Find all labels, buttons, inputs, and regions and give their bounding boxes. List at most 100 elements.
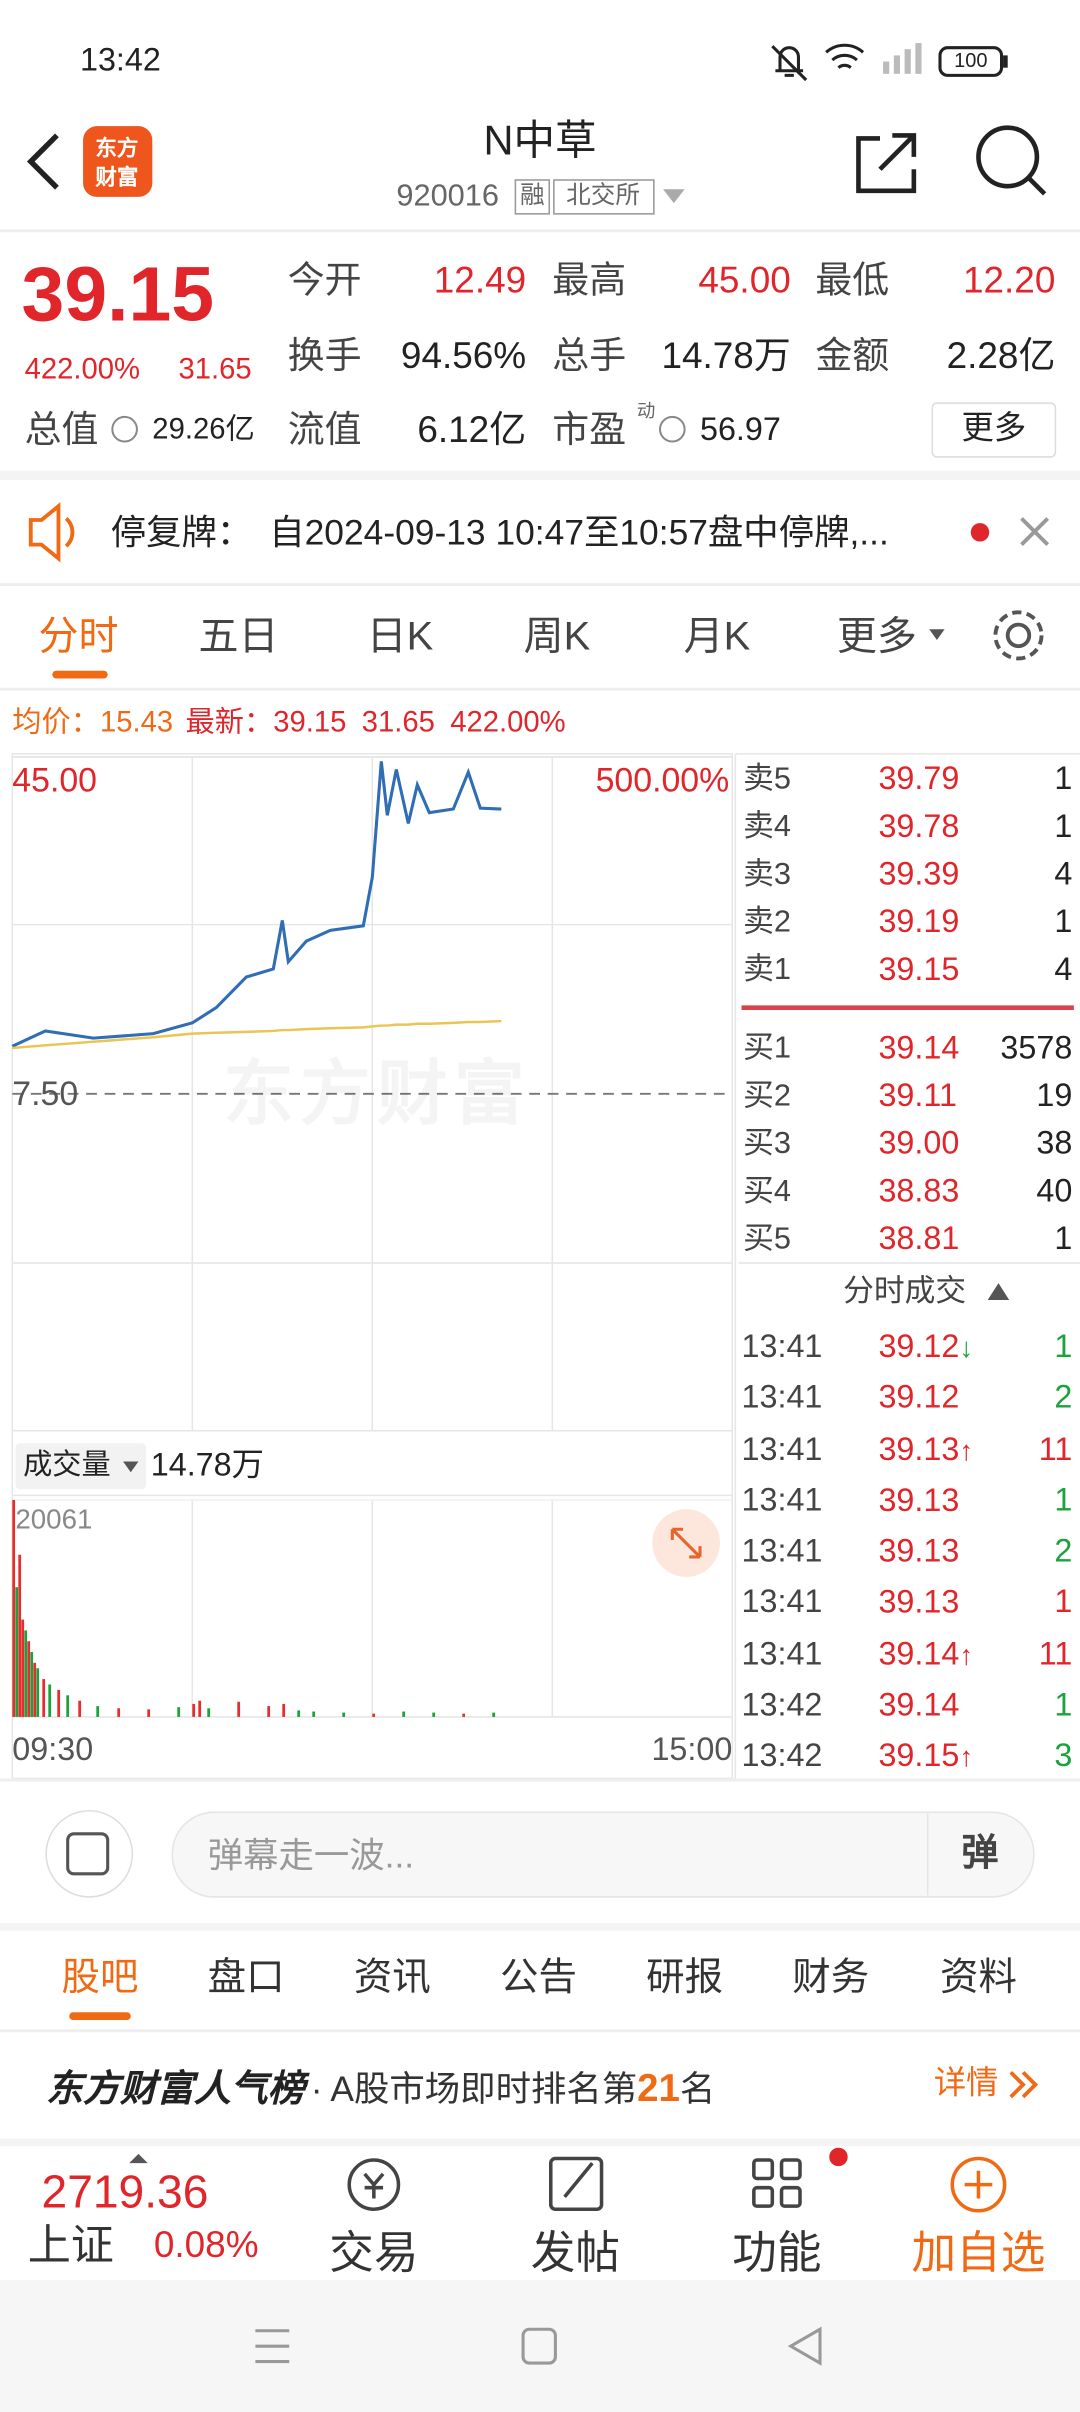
bottom-tab[interactable]: 公告	[499, 1956, 577, 2000]
bottom-tab[interactable]: 资讯	[353, 1956, 431, 2000]
ranking-link[interactable]: 详情	[933, 2066, 999, 2102]
book-label: 买5	[743, 1222, 791, 1257]
trade-price: 39.13	[878, 1534, 959, 1571]
dropdown[interactable]	[663, 189, 685, 204]
bottom-tab[interactable]: 研报	[646, 1956, 724, 2000]
volume-bar	[177, 1707, 181, 1717]
comment-input[interactable]	[171, 1811, 1035, 1898]
field-value: 94.56%	[400, 335, 527, 378]
volume-bar	[21, 1619, 25, 1717]
trade-time: 13:41	[741, 1533, 823, 1570]
field-value: 56.97	[700, 412, 781, 448]
logo-text: 财富	[95, 164, 139, 190]
chevron[interactable]	[1009, 2070, 1039, 2099]
volume-bar	[33, 1662, 37, 1717]
bottom-tab[interactable]: 资料	[939, 1956, 1017, 2000]
tab-underline	[52, 670, 108, 679]
trade-price-value: 39.13	[878, 1585, 960, 1621]
book-price: 39.15	[878, 952, 960, 988]
volume-bar	[282, 1703, 286, 1717]
trades-title[interactable]: 分时成交	[843, 1274, 967, 1309]
share-button[interactable]	[856, 133, 917, 194]
field-value: 2.28亿	[946, 335, 1056, 378]
tag: 北交所	[566, 182, 641, 209]
volume-bar	[24, 1630, 28, 1717]
tab[interactable]: 五日	[198, 612, 279, 659]
book-price: 39.19	[878, 904, 960, 940]
field-label: 今开	[287, 260, 362, 302]
book-price: 38.83	[878, 1173, 960, 1210]
volume-title: 成交量	[23, 1449, 111, 1482]
change-pct: 422.00%	[24, 353, 141, 387]
bottom-tab[interactable]: 股吧	[61, 1956, 139, 2000]
tab[interactable]: 周K	[523, 612, 591, 659]
stock-code: 920016	[396, 179, 500, 214]
volume-bar	[48, 1684, 52, 1717]
add-watch-icon[interactable]	[950, 2156, 1007, 2213]
close-button[interactable]	[1020, 517, 1050, 546]
volume-bar	[267, 1706, 271, 1717]
nav-item[interactable]: 发帖	[530, 2229, 621, 2279]
dropdown[interactable]	[929, 629, 945, 641]
volume-bar	[36, 1668, 40, 1717]
book-label: 卖1	[743, 953, 791, 987]
avg-price: 15.43	[100, 706, 174, 740]
trade-volume: 1	[1054, 1584, 1073, 1621]
volume-bar	[147, 1709, 151, 1717]
book-volume: 38	[1036, 1126, 1073, 1162]
nav-item[interactable]: 交易	[329, 2229, 419, 2279]
comment-placeholder[interactable]: 弹幕走一波...	[207, 1835, 415, 1876]
book-volume: 1	[1054, 1221, 1073, 1257]
dropdown[interactable]	[123, 1461, 139, 1473]
book-volume: 3578	[1000, 1030, 1073, 1067]
notice-dot	[970, 523, 990, 542]
trade-time: 13:42	[741, 1738, 823, 1774]
volume-bar	[66, 1695, 70, 1717]
danmaku-button[interactable]: 弹	[961, 1832, 999, 1875]
bottom-tab[interactable]: 财务	[792, 1956, 870, 2000]
volume-bar	[117, 1708, 121, 1717]
gap	[0, 2138, 1080, 2147]
field-value: 12.49	[433, 260, 527, 302]
x-tick-label: 09:30	[12, 1732, 94, 1768]
y2-tick-label: 500.00%	[595, 760, 730, 800]
settings-button[interactable]	[993, 610, 1044, 661]
bottom-tab[interactable]: 盘口	[207, 1956, 285, 2000]
field-label: 换手	[287, 335, 362, 378]
sort-icon[interactable]	[987, 1283, 1010, 1301]
index-name: 上证	[27, 2221, 114, 2270]
trade-arrow: ↑	[959, 1434, 974, 1466]
logo-text: 东方	[95, 135, 139, 160]
volume-selector[interactable]	[15, 1443, 147, 1490]
field-label: 市盈	[552, 409, 627, 452]
tab[interactable]: 月K	[683, 612, 751, 659]
book-volume: 1	[1054, 904, 1073, 940]
tab[interactable]: 日K	[366, 612, 434, 659]
comment-icon[interactable]	[45, 1810, 134, 1898]
notice-label: 停复牌：	[110, 511, 253, 552]
volume-bar	[12, 1500, 16, 1717]
trade-time: 13:41	[741, 1584, 823, 1621]
volume-bar	[27, 1641, 31, 1717]
ranking-brand: 东方财富人气榜	[46, 2068, 305, 2111]
expand-button[interactable]	[652, 1509, 721, 1577]
nav-icons[interactable]	[347, 2156, 802, 2212]
last-price: 39.15	[21, 251, 215, 338]
notice-text[interactable]: 自2024-09-13 10:47至10:57盘中停牌,...	[269, 511, 889, 552]
tab[interactable]: 更多	[836, 612, 917, 659]
back-button[interactable]	[26, 133, 59, 190]
comment-icon-inner	[66, 1832, 110, 1876]
book-label: 买1	[743, 1031, 791, 1066]
avg-label: 均价：	[12, 706, 101, 740]
search-button[interactable]	[976, 125, 1047, 196]
stock-name: N中草	[483, 117, 597, 164]
ranking[interactable]: 东方财富人气榜 · A股市场即时排名第 21 名	[46, 2058, 715, 2112]
system-nav-buttons[interactable]	[255, 2326, 822, 2366]
more-button[interactable]: 更多	[961, 410, 1027, 447]
nav-item[interactable]: 加自选	[911, 2229, 1046, 2279]
volume-bar	[30, 1652, 34, 1717]
book-label: 卖5	[743, 762, 791, 797]
more-button[interactable]	[931, 402, 1057, 458]
tab[interactable]: 分时	[38, 612, 119, 659]
nav-item[interactable]: 功能	[732, 2229, 822, 2279]
